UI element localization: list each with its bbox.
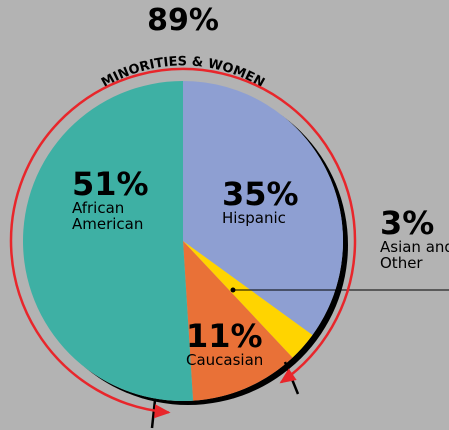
pie-slice	[183, 241, 313, 358]
pie	[22, 81, 348, 405]
annotation-arc	[9, 67, 357, 414]
category-label: Hispanic	[222, 209, 286, 227]
category-label: African American	[72, 199, 144, 233]
arrow-head	[279, 368, 297, 384]
value-label: 51%	[72, 165, 149, 203]
slice-label: 11% Caucasian	[186, 320, 286, 368]
arrow-head	[154, 404, 171, 419]
slice-label: 3% Asian and Other	[380, 207, 449, 271]
slice-label: 51% African American	[72, 168, 152, 232]
value-label: 35%	[222, 175, 299, 213]
pie-slice	[183, 81, 343, 336]
slice-label: 35% Hispanic	[222, 178, 322, 226]
category-label: Caucasian	[186, 351, 264, 369]
value-label: 11%	[186, 317, 263, 355]
category-label: Asian and Other	[380, 238, 449, 272]
tick-line	[150, 399, 157, 429]
pie-slice	[183, 241, 293, 401]
annotation-value: 89%	[147, 3, 219, 38]
pie-slice	[22, 81, 194, 401]
value-label: 3%	[380, 204, 435, 242]
leader-dot	[230, 287, 236, 293]
